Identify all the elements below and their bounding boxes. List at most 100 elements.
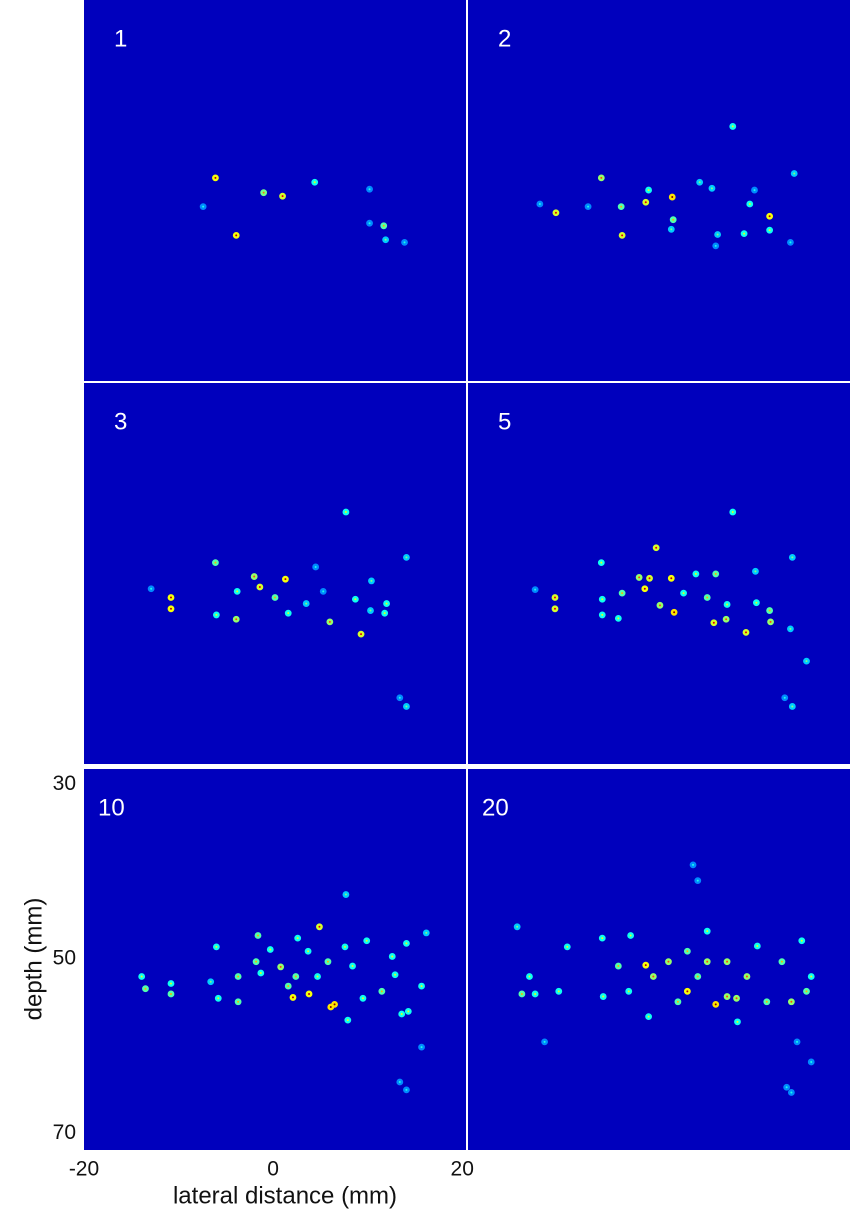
spot bbox=[551, 594, 559, 601]
spot bbox=[803, 657, 810, 665]
x-axis-label: lateral distance (mm) bbox=[173, 1182, 397, 1209]
spot bbox=[212, 611, 220, 619]
spot bbox=[302, 600, 310, 607]
spot bbox=[652, 544, 660, 552]
spot bbox=[708, 184, 716, 192]
x-tick-label: 0 bbox=[267, 1158, 279, 1181]
spot bbox=[271, 594, 279, 601]
spot bbox=[793, 1038, 801, 1046]
panel-background bbox=[84, 0, 466, 381]
spot bbox=[357, 630, 365, 638]
spot bbox=[266, 946, 274, 953]
spot bbox=[314, 973, 321, 980]
spot bbox=[418, 982, 425, 990]
spot bbox=[167, 990, 175, 998]
spot bbox=[260, 189, 268, 197]
spot bbox=[763, 998, 771, 1006]
spot bbox=[555, 987, 563, 995]
spot bbox=[233, 587, 241, 595]
spot bbox=[404, 1007, 412, 1015]
spot bbox=[740, 230, 748, 238]
spot bbox=[668, 193, 676, 201]
spot bbox=[363, 937, 371, 945]
spot bbox=[635, 574, 643, 581]
spot bbox=[787, 998, 795, 1006]
spot bbox=[753, 942, 761, 950]
spot bbox=[751, 186, 758, 194]
spot bbox=[277, 963, 285, 971]
spot bbox=[766, 212, 774, 220]
spot bbox=[752, 599, 760, 607]
spot bbox=[294, 934, 302, 942]
spot bbox=[742, 628, 750, 636]
spot bbox=[403, 703, 410, 710]
spot bbox=[212, 943, 220, 951]
spot bbox=[292, 973, 300, 980]
spot bbox=[541, 1038, 548, 1046]
spot bbox=[418, 1043, 425, 1051]
spot bbox=[531, 586, 539, 594]
spot bbox=[234, 998, 242, 1006]
spot bbox=[199, 203, 207, 211]
spot bbox=[526, 973, 533, 980]
spot bbox=[714, 231, 722, 238]
spot bbox=[305, 990, 313, 998]
panel-background bbox=[84, 769, 466, 1150]
spot bbox=[304, 947, 312, 955]
spot bbox=[642, 961, 650, 969]
spot bbox=[712, 1001, 720, 1008]
spot bbox=[536, 200, 544, 208]
spot bbox=[598, 611, 606, 619]
spot bbox=[667, 574, 675, 582]
spot bbox=[734, 1018, 741, 1026]
spot bbox=[252, 958, 260, 966]
spot bbox=[319, 587, 327, 595]
spot bbox=[723, 601, 731, 608]
spot bbox=[694, 877, 702, 884]
spot bbox=[798, 937, 806, 945]
spot bbox=[378, 987, 386, 995]
spot bbox=[232, 615, 240, 623]
spot bbox=[712, 570, 720, 578]
spot bbox=[212, 174, 219, 182]
spot bbox=[807, 973, 815, 980]
spot bbox=[783, 1083, 791, 1091]
spot bbox=[598, 934, 606, 942]
x-tick-label: 20 bbox=[451, 1158, 474, 1181]
spot bbox=[513, 923, 521, 931]
spot bbox=[331, 1001, 338, 1008]
spot bbox=[382, 236, 390, 244]
spot bbox=[703, 958, 711, 966]
spot bbox=[257, 969, 265, 977]
y-tick-label: 30 bbox=[53, 772, 76, 795]
spot bbox=[649, 973, 657, 980]
spot bbox=[232, 232, 240, 239]
spot bbox=[787, 625, 794, 633]
spot bbox=[398, 1010, 406, 1018]
spot bbox=[326, 618, 334, 626]
spot bbox=[683, 947, 691, 955]
spot bbox=[667, 225, 675, 233]
spot bbox=[388, 953, 396, 960]
y-axis-label: depth (mm) bbox=[20, 898, 47, 1021]
spot bbox=[403, 1086, 410, 1094]
spot bbox=[614, 962, 622, 970]
spot bbox=[401, 238, 408, 246]
spot bbox=[669, 216, 677, 224]
y-tick-label: 50 bbox=[53, 947, 76, 970]
spot bbox=[646, 574, 653, 582]
spot bbox=[807, 1058, 815, 1066]
spot bbox=[381, 609, 389, 617]
spot bbox=[598, 595, 606, 603]
spot bbox=[618, 232, 626, 239]
spot bbox=[324, 958, 332, 966]
spot bbox=[422, 929, 430, 937]
spot bbox=[138, 973, 146, 980]
spot bbox=[342, 508, 350, 516]
spot bbox=[656, 601, 664, 609]
spot bbox=[341, 943, 349, 951]
spot bbox=[284, 982, 292, 990]
spot bbox=[551, 605, 559, 613]
spot bbox=[380, 222, 388, 230]
spot bbox=[703, 594, 711, 601]
